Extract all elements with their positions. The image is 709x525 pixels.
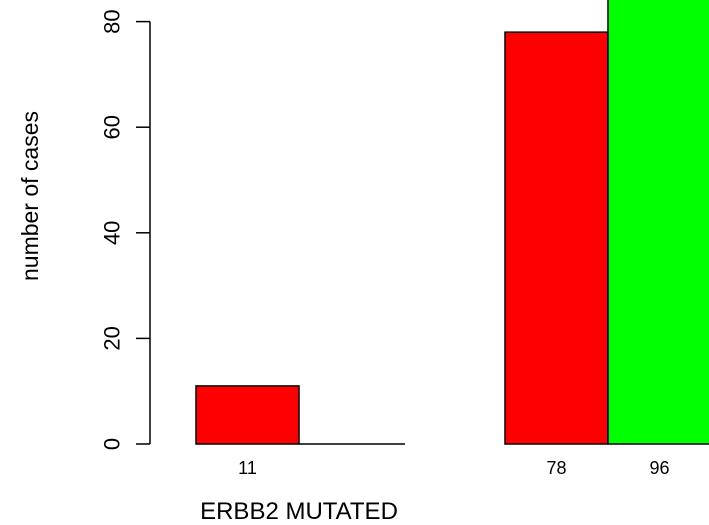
- bar-value-label: 11: [238, 458, 257, 478]
- group-label: ERBB2 MUTATED: [200, 498, 398, 525]
- y-tick-label: 40: [100, 221, 125, 245]
- y-tick-label: 20: [100, 326, 125, 350]
- group-labels: ERBB2 MUTATED: [200, 498, 398, 525]
- bar-labels: 11 78 96: [238, 458, 669, 478]
- bar: [195, 385, 300, 445]
- bar: [504, 31, 609, 445]
- y-tick-label: 80: [100, 9, 125, 33]
- bars: [195, 0, 709, 445]
- y-tick-label: 0: [100, 438, 125, 450]
- y-tick-label: 60: [100, 115, 125, 139]
- y-axis-title: number of cases: [17, 111, 43, 281]
- y-axis: 0 20 40 60 80: [100, 9, 151, 450]
- bar: [607, 0, 709, 445]
- bar-value-label: 96: [649, 458, 669, 478]
- bar-value-label: 78: [546, 458, 566, 478]
